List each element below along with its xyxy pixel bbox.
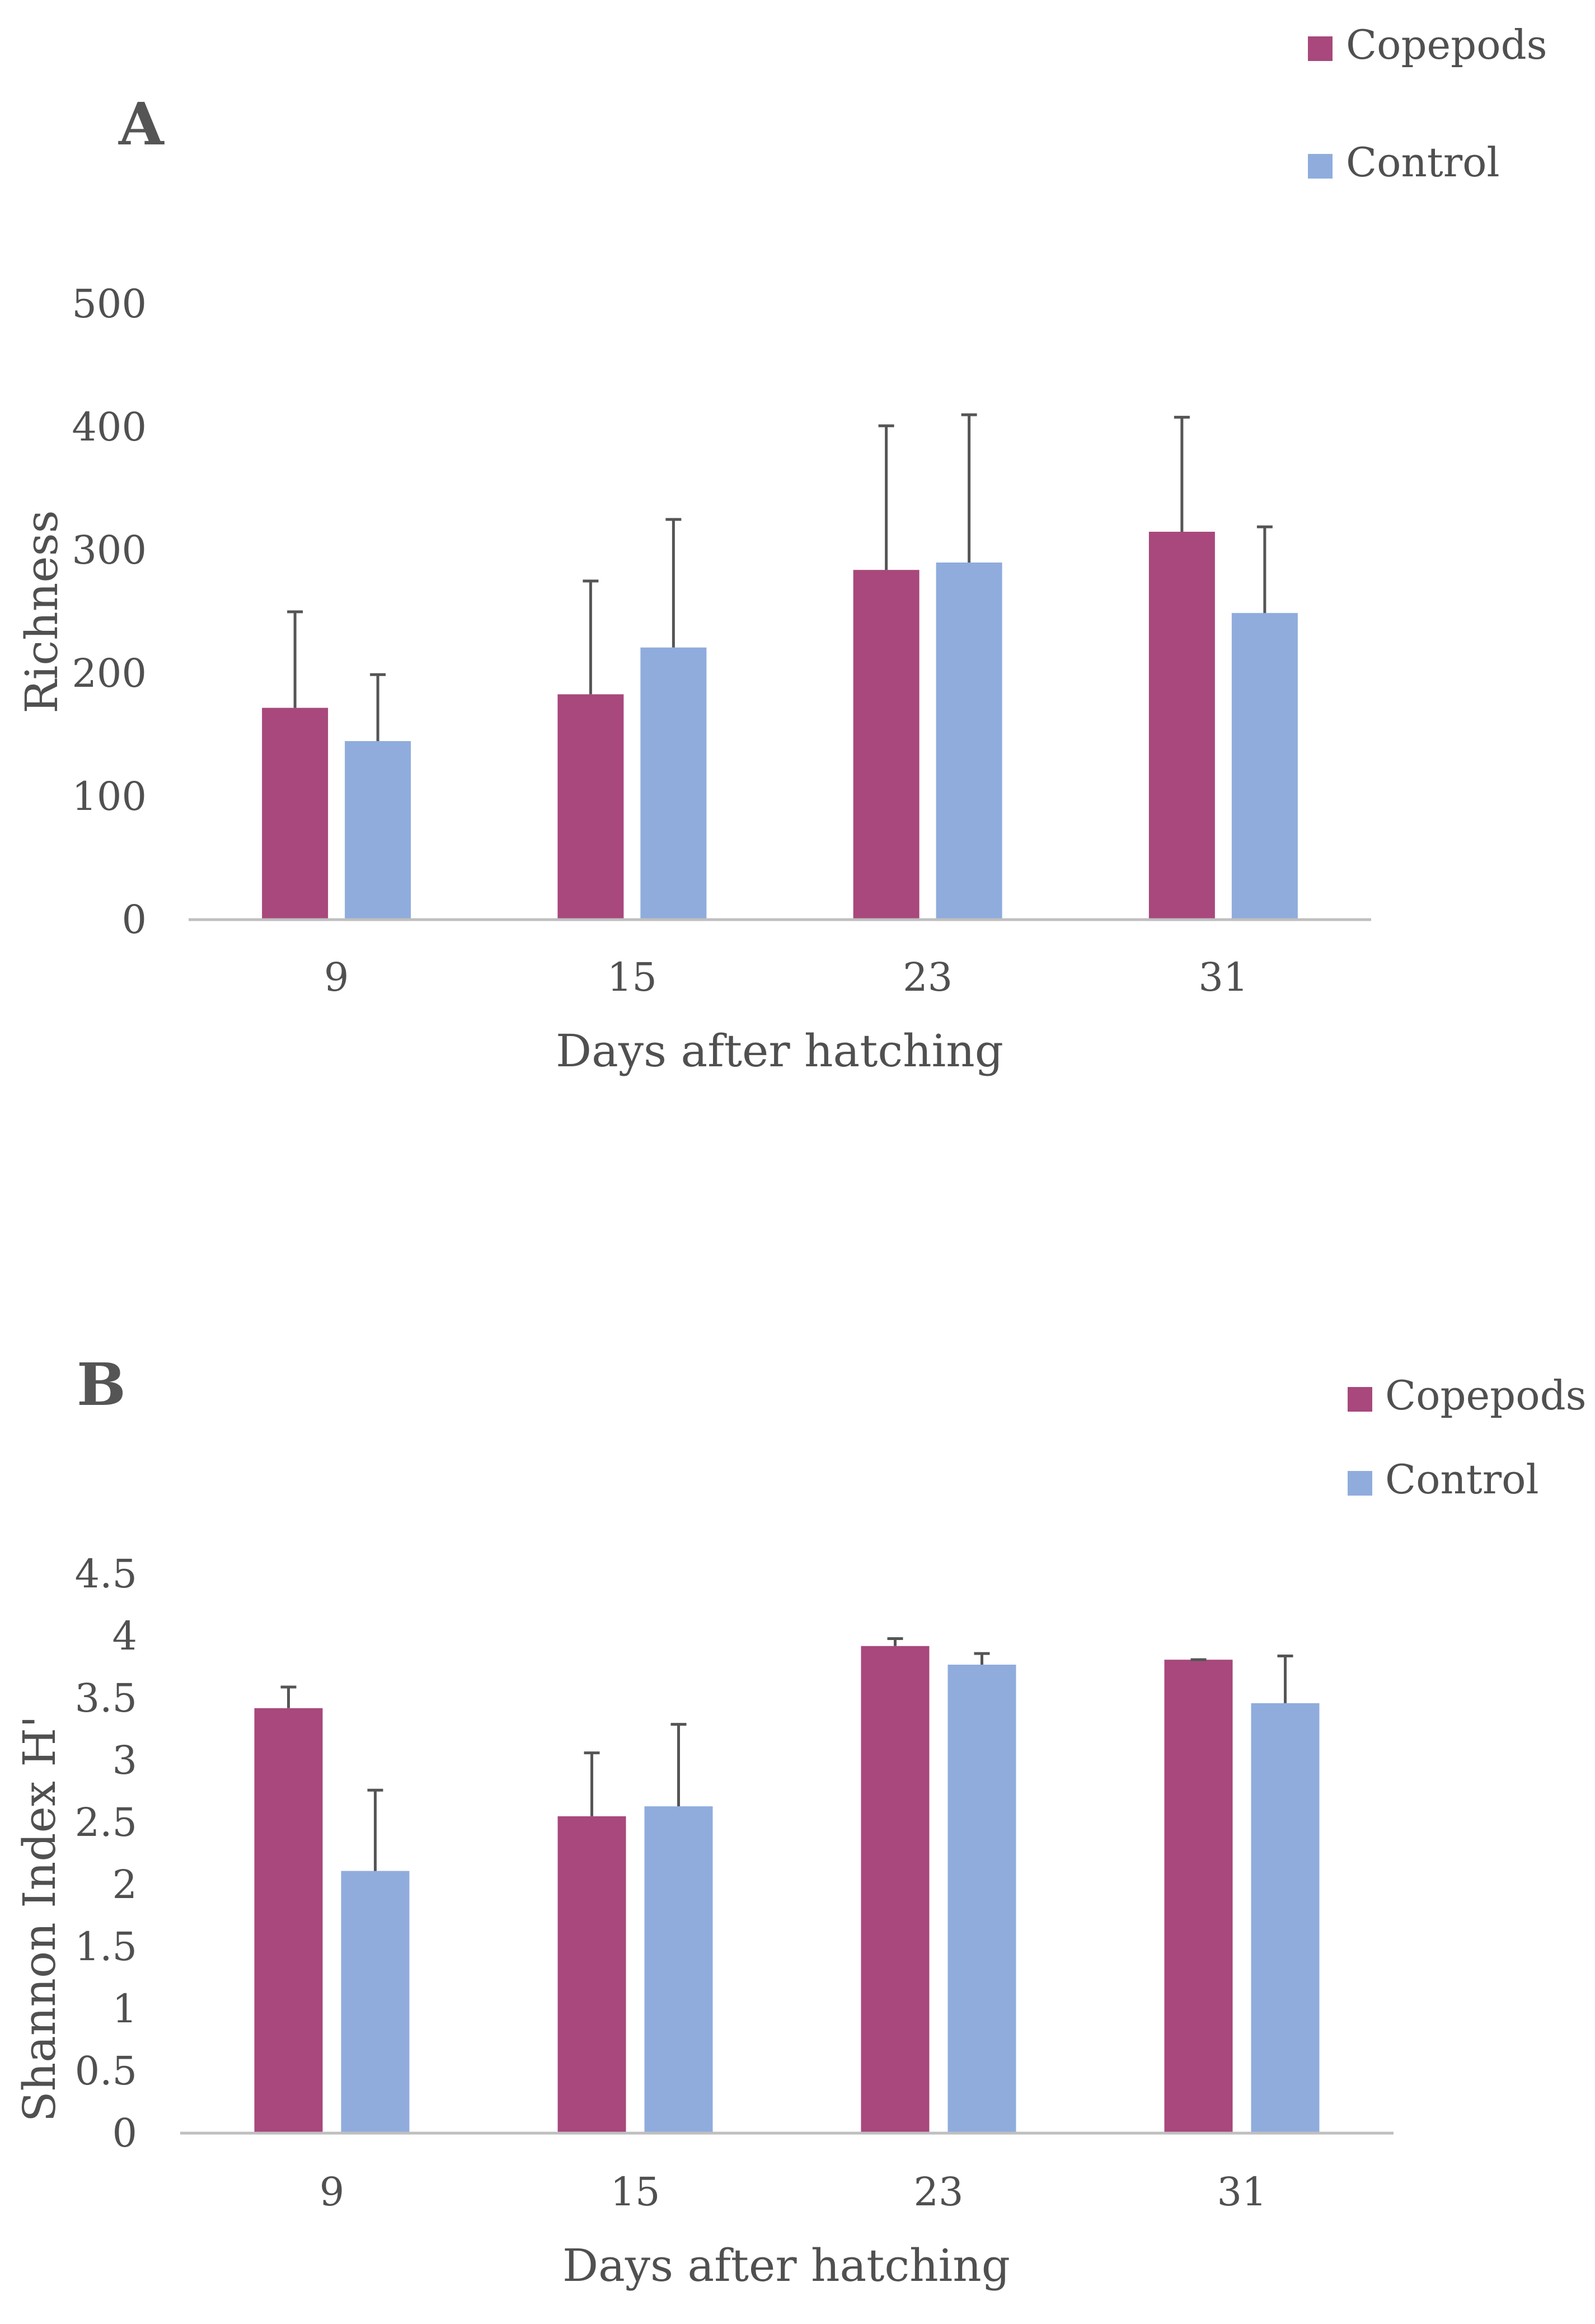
legend-copepods-swatch xyxy=(1348,1387,1372,1412)
panel-a-letter: A xyxy=(118,90,165,158)
legend-b: Copepods Control xyxy=(1348,1372,1587,1503)
bar-control-day-15 xyxy=(644,1806,713,2133)
y-tick-label: 400 xyxy=(72,404,147,450)
y-tick-label: 4 xyxy=(112,1613,137,1659)
legend-copepods-label: Copepods xyxy=(1385,1372,1587,1419)
x-tick-label: 9 xyxy=(320,2169,345,2215)
bars xyxy=(254,1637,1320,2133)
bar-copepods-day-15 xyxy=(557,694,624,920)
y-axis-title: Richness xyxy=(16,510,68,713)
y-tick-label: 2.5 xyxy=(75,1800,137,1845)
x-axis-ticks: 9 15 23 31 xyxy=(324,954,1249,1000)
bar-copepods-day-31 xyxy=(1164,1660,1233,2133)
bar-copepods-day-15 xyxy=(557,1816,626,2133)
y-tick-label: 1 xyxy=(112,1986,137,2032)
x-tick-label: 31 xyxy=(1198,954,1248,1000)
y-tick-label: 0 xyxy=(121,897,147,943)
x-axis-title: Days after hatching xyxy=(556,1025,1003,1077)
bar-control-day-31 xyxy=(1231,613,1298,920)
x-tick-label: 31 xyxy=(1217,2169,1266,2215)
bar-copepods-day-9 xyxy=(254,1708,323,2133)
legend-control-label: Control xyxy=(1385,1456,1539,1503)
panel-b: B Copepods Control 00.511.522.533.544.5 … xyxy=(13,1350,1587,2292)
y-tick-label: 2 xyxy=(112,1862,137,1908)
x-tick-label: 15 xyxy=(610,2169,660,2215)
y-axis-ticks: 0 0.5 1 1.5 2 2.5 3 3.5 4 4.5 xyxy=(75,1551,137,2156)
bar-copepods-day-9 xyxy=(262,707,329,920)
legend-control-label: Control xyxy=(1346,139,1500,186)
bar-copepods-day-31 xyxy=(1148,532,1215,920)
x-axis-ticks: 9 15 23 31 xyxy=(320,2169,1267,2215)
x-tick-label: 23 xyxy=(903,954,953,1000)
legend-copepods-label: Copepods xyxy=(1346,21,1547,68)
legend-control-swatch xyxy=(1348,1471,1372,1496)
bar-copepods-day-23 xyxy=(853,570,920,920)
bar-control-day-9 xyxy=(345,741,411,920)
y-axis-title: Shannon Index H' xyxy=(13,1716,65,2122)
bar-copepods-day-23 xyxy=(861,1646,930,2133)
bar-control-day-31 xyxy=(1251,1703,1320,2133)
bars xyxy=(262,413,1298,920)
legend-control-swatch xyxy=(1308,154,1333,179)
y-tick-label: 3 xyxy=(112,1737,137,1783)
y-tick-label: 1.5 xyxy=(75,1924,137,1970)
bar-control-day-15 xyxy=(640,647,707,920)
y-tick-label: 200 xyxy=(72,650,147,696)
legend-a: Copepods Control xyxy=(1308,21,1547,186)
y-axis-ticks: 0 100 200 300 400 500 xyxy=(72,281,147,943)
x-axis-title: Days after hatching xyxy=(562,2239,1010,2292)
panel-a: A Copepods Control 0 100 200 300 400 500 9 15 2… xyxy=(16,21,1547,1077)
y-tick-label: 3.5 xyxy=(75,1675,137,1721)
y-tick-label: 500 xyxy=(72,281,147,327)
x-tick-label: 15 xyxy=(607,954,657,1000)
x-tick-label: 9 xyxy=(324,954,349,1000)
bar-control-day-9 xyxy=(341,1871,410,2133)
bar-control-day-23 xyxy=(947,1665,1016,2133)
y-tick-label: 0 xyxy=(112,2110,137,2156)
y-tick-label: 0.5 xyxy=(75,2048,137,2094)
legend-copepods-swatch xyxy=(1308,36,1333,61)
bar-control-day-23 xyxy=(936,563,1002,920)
y-tick-label: 300 xyxy=(72,527,147,573)
y-tick-label: 4.5 xyxy=(75,1551,137,1597)
x-tick-label: 23 xyxy=(913,2169,963,2215)
panel-b-letter: B xyxy=(77,1350,126,1419)
y-tick-label: 100 xyxy=(72,774,147,819)
